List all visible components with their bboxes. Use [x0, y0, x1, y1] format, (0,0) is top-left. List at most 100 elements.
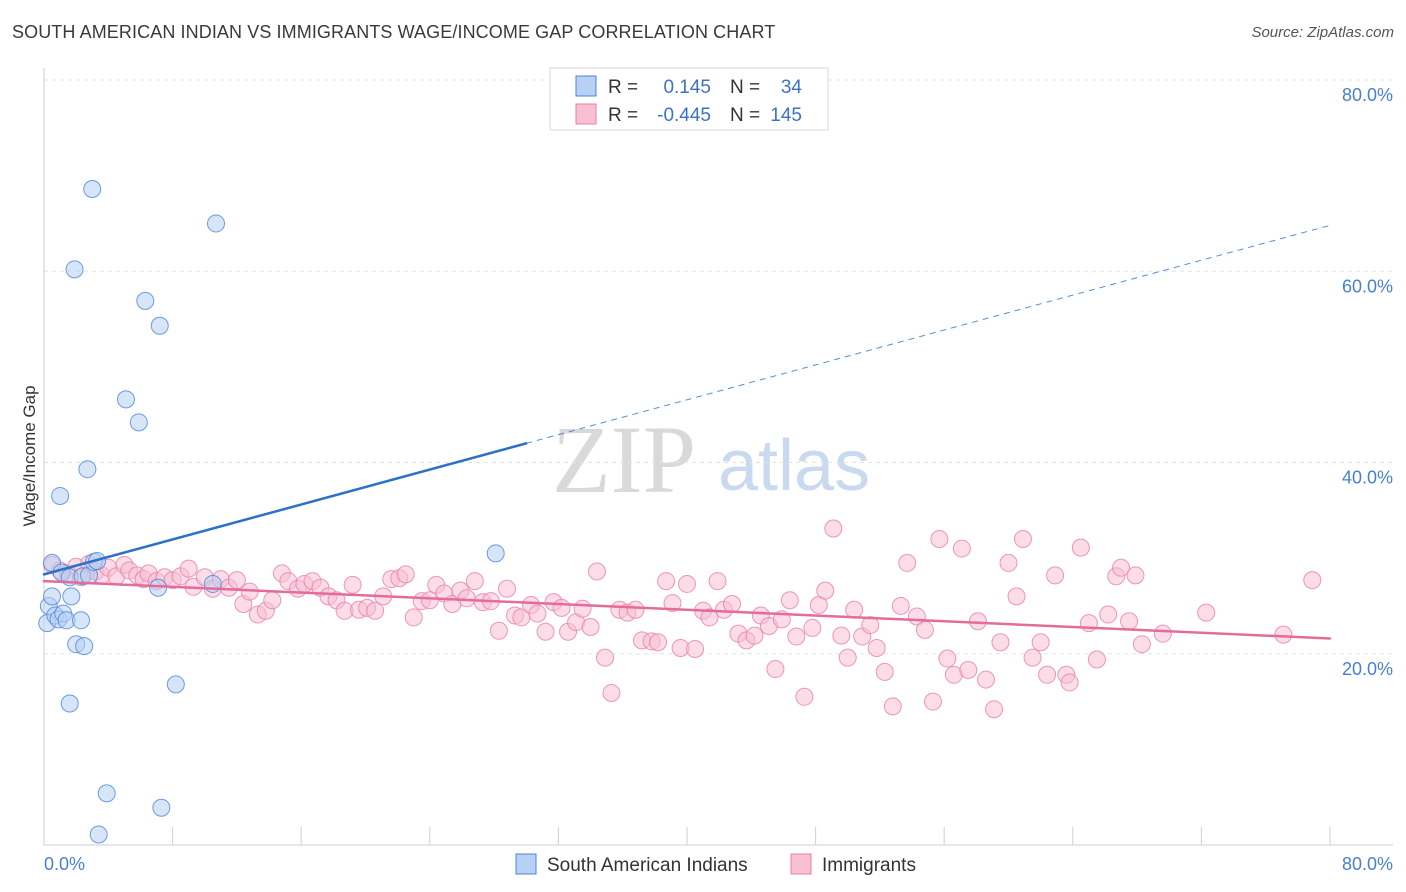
immigrants-point-113	[891, 596, 910, 615]
legend-n-label-2: N =	[730, 105, 760, 126]
axes	[43, 68, 1393, 846]
immigrants-point-121	[952, 539, 971, 558]
x-axis-ticks	[172, 827, 1331, 845]
bottom-legend-swatch-blue	[515, 853, 537, 875]
immigrants-point-48	[404, 608, 423, 627]
immigrants-point-87	[700, 608, 719, 627]
immigrants-point-80	[649, 633, 668, 652]
immigrants-point-111	[875, 662, 894, 681]
immigrants-point-71	[581, 617, 600, 636]
immigrants-point-138	[1087, 650, 1106, 669]
immigrants-point-60	[497, 579, 516, 598]
legend-swatch-pink	[575, 103, 597, 125]
bottom-legend-label-south-american-indians: South American Indians	[547, 855, 748, 876]
series-legend: South American Indians Immigrants	[515, 853, 916, 876]
bottom-legend-label-immigrants: Immigrants	[822, 855, 916, 876]
south-american-indians-point-18	[78, 460, 97, 479]
legend-n-value-2: 145	[770, 105, 802, 126]
immigrants-point-135	[1060, 673, 1079, 692]
immigrants-point-88	[708, 572, 727, 591]
immigrants-point-110	[867, 639, 886, 658]
immigrants-point-116	[915, 620, 934, 639]
immigrants-point-77	[626, 600, 645, 619]
immigrants-point-73	[596, 648, 615, 667]
immigrants-point-65	[536, 622, 555, 641]
immigrants-point-101	[803, 618, 822, 637]
immigrants-point-90	[723, 595, 742, 614]
legend-n-label-1: N =	[730, 77, 760, 98]
immigrants-point-43	[366, 601, 385, 620]
x-tick-label-1: 80.0%	[1342, 854, 1393, 874]
immigrants-point-122	[959, 661, 978, 680]
series-immigrants	[43, 519, 1322, 719]
immigrants-point-144	[1132, 635, 1151, 654]
immigrants-point-119	[938, 649, 957, 668]
immigrants-point-105	[832, 626, 851, 645]
immigrants-point-64	[528, 604, 547, 623]
immigrants-point-59	[489, 621, 508, 640]
watermark-atlas: atlas	[718, 426, 870, 506]
legend-r-value-2: -0.445	[657, 105, 711, 126]
immigrants-point-130	[1023, 648, 1042, 667]
immigrants-point-56	[465, 572, 484, 591]
immigrants-point-84	[678, 574, 696, 593]
x-tick-label-0: 0.0%	[44, 854, 85, 874]
south-american-indians-point-33	[207, 214, 226, 233]
immigrants-point-100	[795, 687, 814, 706]
south-american-indians-point-24	[97, 784, 116, 803]
immigrants-point-99	[787, 627, 806, 646]
immigrants-point-127	[999, 553, 1018, 572]
immigrants-point-128	[1007, 587, 1026, 606]
immigrants-point-98	[780, 591, 799, 610]
south-american-indians-point-28	[149, 578, 168, 597]
immigrants-point-125	[985, 700, 1004, 719]
south-american-indians-point-34	[486, 544, 505, 563]
y-tick-label-0: 20.0%	[1342, 659, 1393, 679]
south-american-indians-point-2	[43, 587, 62, 606]
south-american-indians-trend-extension	[526, 224, 1331, 444]
y-tick-label-3: 80.0%	[1342, 85, 1393, 105]
legend-r-label-2: R =	[608, 105, 638, 126]
y-axis-tick-labels: 20.0% 40.0% 60.0% 80.0%	[1342, 85, 1393, 679]
immigrants-point-30	[263, 591, 282, 610]
south-american-indians-point-27	[136, 291, 155, 310]
south-american-indians-point-17	[75, 637, 94, 656]
immigrants-point-106	[838, 648, 857, 667]
immigrants-point-132	[1038, 665, 1057, 684]
immigrants-point-114	[898, 553, 917, 572]
y-tick-label-1: 40.0%	[1342, 468, 1393, 488]
immigrants-point-129	[1013, 530, 1032, 548]
south-american-indians-point-15	[71, 611, 90, 630]
legend-r-label-1: R =	[608, 77, 638, 98]
y-tick-label-2: 60.0%	[1342, 276, 1393, 296]
immigrants-point-147	[1274, 625, 1293, 644]
immigrants-point-67	[552, 598, 571, 617]
watermark-zip: ZIP	[552, 406, 696, 513]
trend-lines	[42, 224, 1332, 640]
immigrants-point-55	[457, 589, 476, 608]
south-american-indians-point-12	[60, 694, 79, 713]
legend-r-value-1: 0.145	[663, 77, 711, 98]
immigrants-point-103	[816, 581, 835, 600]
immigrants-point-109	[861, 616, 880, 635]
immigrants-point-118	[930, 530, 949, 548]
immigrants-point-133	[1046, 566, 1065, 585]
immigrants-point-85	[686, 639, 705, 658]
immigrants-point-93	[745, 626, 764, 645]
south-american-indians-point-13	[65, 260, 84, 279]
immigrants-point-146	[1197, 603, 1216, 622]
immigrants-point-74	[602, 683, 621, 702]
chart-title: SOUTH AMERICAN INDIAN VS IMMIGRANTS WAGE…	[12, 22, 776, 42]
south-american-indians-point-11	[62, 587, 81, 606]
immigrants-point-143	[1126, 566, 1145, 585]
y-axis-label: Wage/Income Gap	[20, 385, 39, 526]
immigrants-point-141	[1112, 558, 1131, 577]
immigrants-point-112	[883, 697, 902, 716]
immigrants-point-70	[573, 599, 592, 618]
immigrants-point-96	[766, 660, 785, 679]
immigrants-point-145	[1153, 624, 1172, 643]
correlation-legend: R = 0.145 N = 34 R = -0.445 N = 145	[549, 67, 829, 131]
immigrants-point-136	[1071, 538, 1090, 557]
immigrants-point-126	[991, 633, 1010, 652]
